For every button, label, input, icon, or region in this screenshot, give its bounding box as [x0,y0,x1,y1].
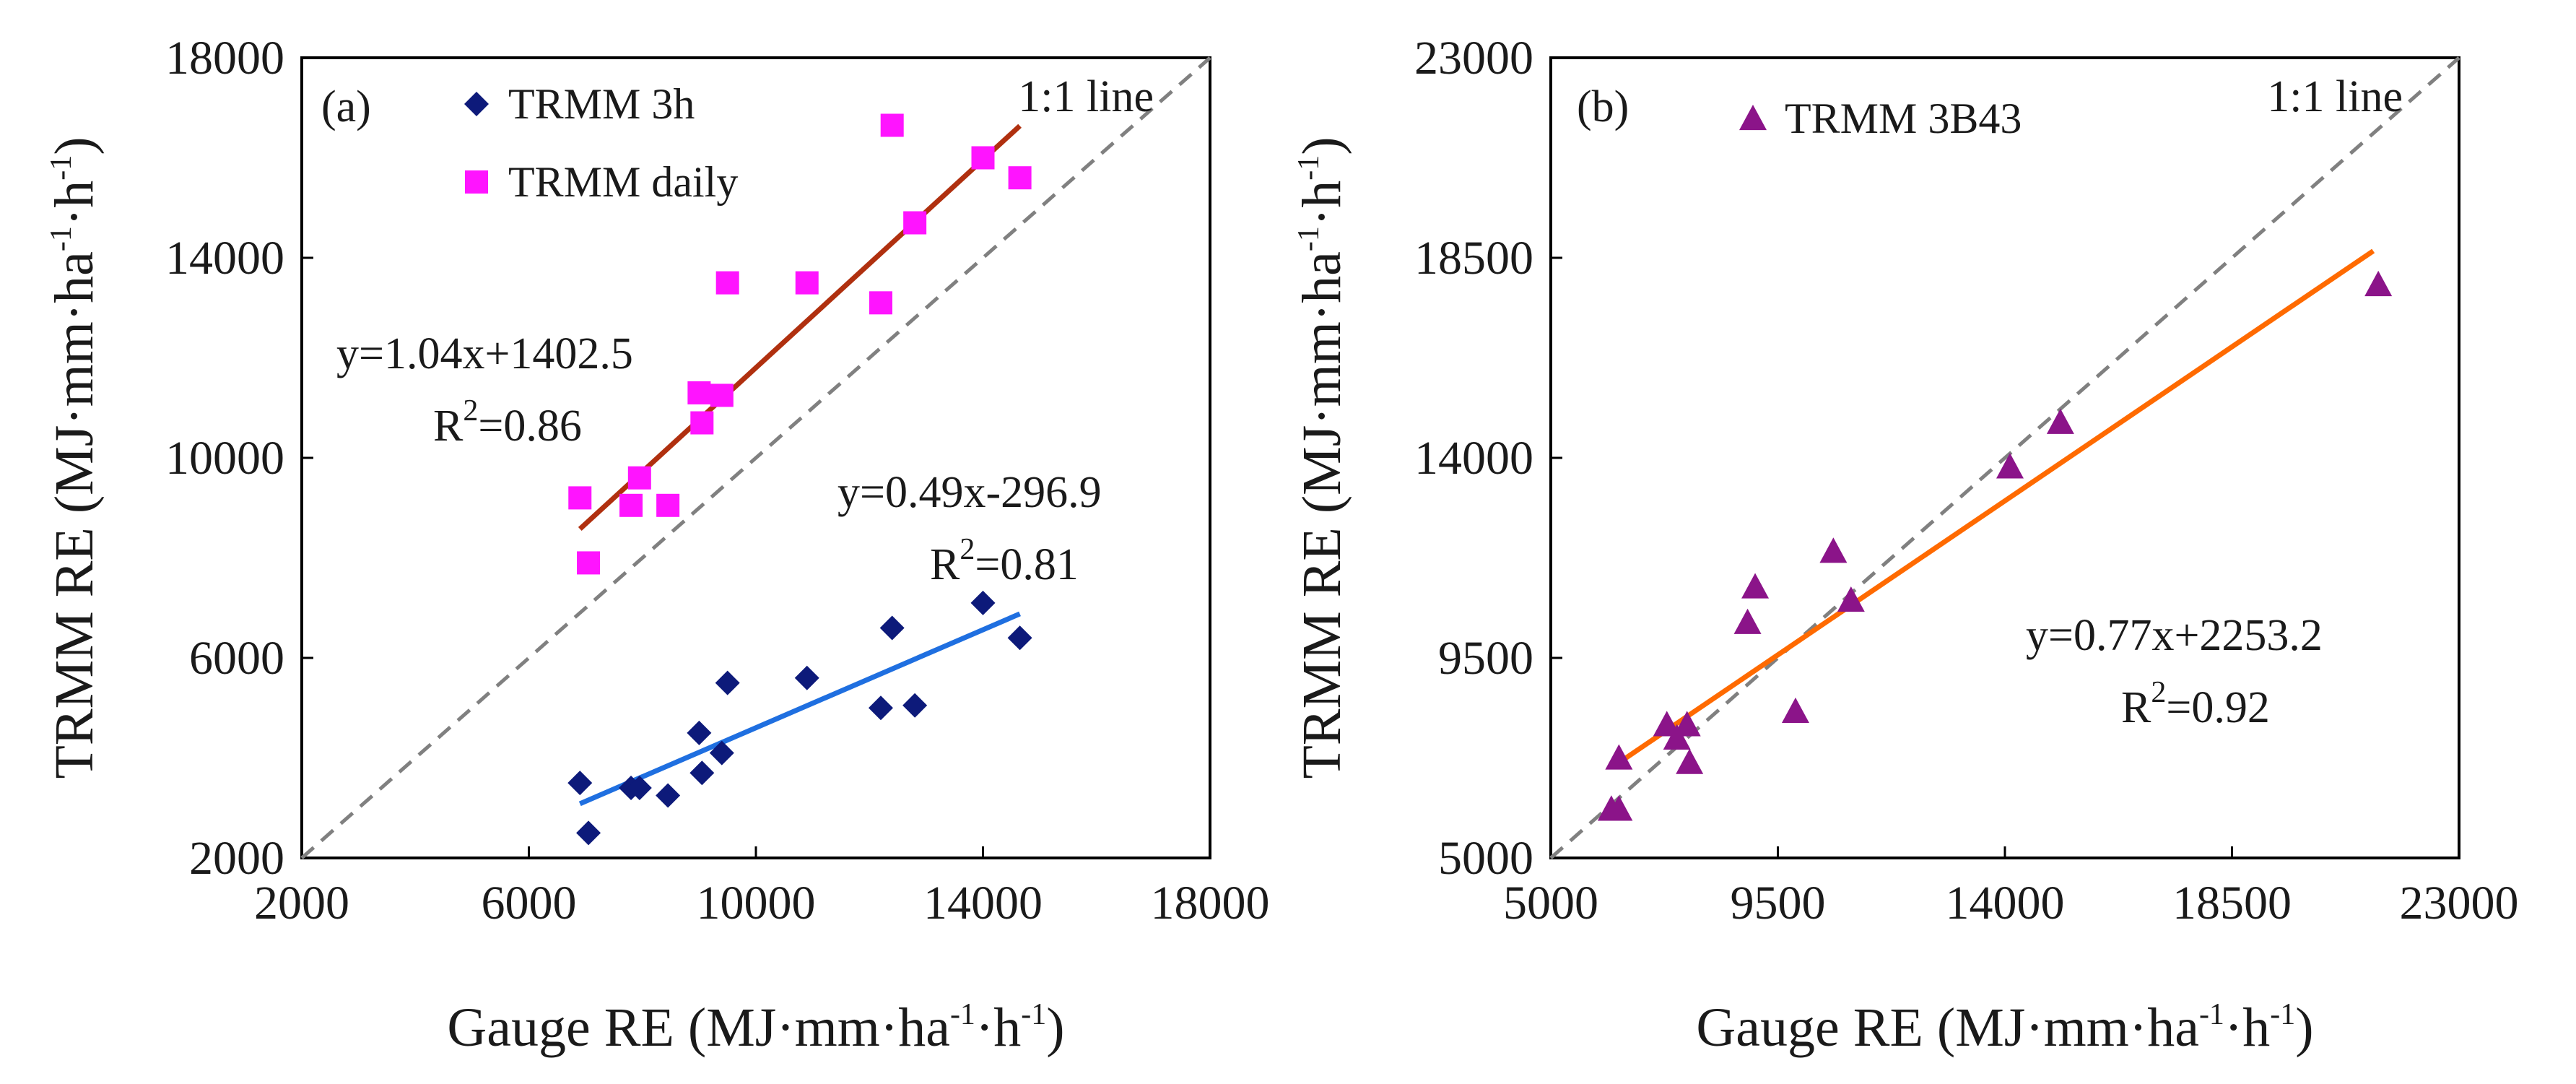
y-tick-label: 23000 [1414,32,1533,84]
y-axis-title: TRMM RE (MJ·mm·ha-1·h-1) [44,136,105,779]
x-tick-label: 6000 [482,877,577,929]
legend-label: TRMM 3h [508,80,695,128]
x-tick-label: 9500 [1731,877,1826,929]
data-point [709,740,734,766]
regression-line [578,611,1021,807]
data-point [656,783,681,808]
one-to-one-line [300,56,1211,859]
data-point [1741,573,1770,599]
legend-label: TRMM daily [508,158,738,206]
data-point [1008,166,1032,190]
regression-line [1614,248,2375,767]
data-point [1673,711,1701,737]
y-tick-label: 14000 [1414,432,1533,485]
x-tick-label: 10000 [697,877,816,929]
fit-equation: y=0.77x+2253.2 [2026,611,2323,660]
y-tick-label: 18500 [1414,232,1533,285]
x-axis-title: Gauge RE (MJ·mm·ha-1·h-1) [1696,997,2313,1058]
one-to-one-line [1549,56,2460,859]
x-axis-title: Gauge RE (MJ·mm·ha-1·h-1) [447,997,1064,1058]
series-trmm-daily [568,113,1032,575]
data-point [687,720,712,745]
data-point [1605,795,1633,821]
data-point [567,771,593,796]
data-point [568,486,592,510]
data-point [879,615,905,641]
data-point [970,590,996,615]
y-tick-label: 6000 [189,632,284,685]
data-point [690,411,714,435]
y-tick-label: 10000 [165,432,284,485]
series-trmm-3h [567,590,1032,846]
panel-a: 2000 6000 10000 14000 18000 2000 6000 10000 1400… [44,32,1270,1058]
data-point [2046,408,2074,434]
fit-r-squared: R2=0.86 [433,394,582,451]
data-point [794,665,819,690]
data-point [715,670,740,695]
fit-equation: y=1.04x+1402.5 [336,329,633,378]
panel-label: (a) [321,82,371,131]
data-point [1781,697,1809,724]
fit-equation: y=0.49x-296.9 [837,468,1102,517]
data-point [627,776,652,801]
data-point [903,211,927,235]
y-tick-label: 18000 [165,32,284,84]
data-point [687,381,711,404]
x-tick-label: 18000 [1151,877,1270,929]
data-point [1819,537,1848,563]
data-point [971,146,995,170]
data-point [1733,608,1762,634]
data-point [902,693,928,718]
data-point [715,271,739,295]
panel-label: (b) [1577,82,1629,131]
data-point [689,760,715,786]
one-to-one-label: 1:1 line [1018,72,1154,121]
one-to-one-label: 1:1 line [2267,72,2403,121]
y-tick-label: 14000 [165,232,284,285]
data-point [656,493,680,517]
y-axis-title: TRMM RE (MJ·mm·ha-1·h-1) [1292,136,1352,779]
fit-r-squared: R2=0.92 [2121,676,2270,732]
x-tick-label: 23000 [2400,877,2519,929]
data-point [2364,270,2393,297]
y-tick-label: 2000 [189,832,284,885]
x-tick-label: 5000 [1503,877,1598,929]
data-point [1605,744,1633,770]
regression-line [578,123,1022,532]
legend-marker [464,92,489,116]
legend-label: TRMM 3B43 [1785,95,2022,142]
data-point [627,466,651,490]
panel-b: 5000 9500 14000 18500 23000 5000 9500 14000 1850… [1292,32,2519,1058]
data-point [869,291,892,315]
data-point [619,493,643,517]
data-point [795,271,819,295]
data-point [1837,586,1865,612]
y-tick-label: 9500 [1438,632,1533,685]
legend-marker [1739,105,1767,131]
data-point [1996,453,2024,479]
fit-r-squared: R2=0.81 [930,533,1079,589]
y-tick-label: 5000 [1438,832,1533,885]
data-point [1663,724,1691,750]
x-tick-label: 14000 [923,877,1043,929]
x-tick-label: 2000 [254,877,349,929]
data-point [710,383,734,407]
legend-marker [465,170,488,194]
data-point [1007,625,1032,651]
data-point [577,551,601,575]
series-trmm-3b43 [1597,248,2393,821]
x-tick-label: 14000 [1946,877,2065,929]
data-point [880,113,904,137]
data-point [868,695,893,721]
data-point [1653,711,1681,737]
data-point [576,820,601,846]
x-tick-label: 18500 [2172,877,2292,929]
data-point [1676,748,1704,774]
